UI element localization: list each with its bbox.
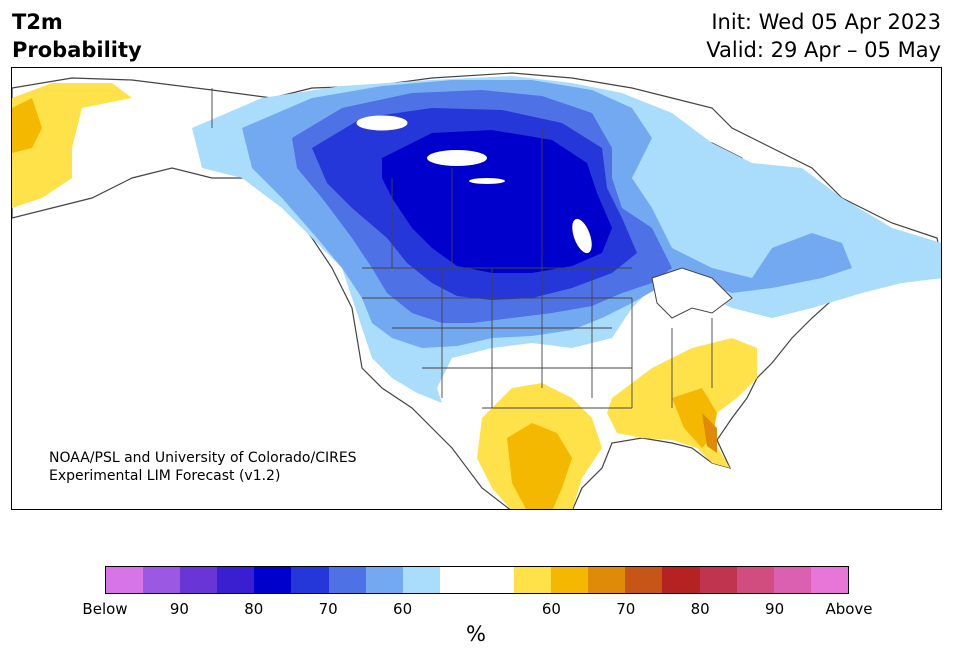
state-borders: [211, 88, 713, 409]
init-date: Init: Wed 05 Apr 2023: [711, 10, 941, 34]
colorbar-cell: [402, 567, 440, 593]
colorbar-tick-label: 60: [393, 600, 413, 618]
colorbar-cell: [773, 567, 811, 593]
colorbar-cell: [476, 567, 515, 593]
colorbar-cell: [328, 567, 366, 593]
colorbar-tick-label: 90: [169, 600, 189, 618]
lake-athabasca: [469, 178, 505, 184]
colorbar-cell: [736, 567, 774, 593]
colorbar-tick-label: 70: [616, 600, 636, 618]
great-bear-lake: [356, 115, 408, 131]
colorbar-cell: [699, 567, 737, 593]
colorbar-cell: [439, 567, 477, 593]
great-lakes: [651, 267, 733, 319]
credit-line-1: NOAA/PSL and University of Colorado/CIRE…: [49, 450, 357, 466]
colorbar-tick-label: 70: [318, 600, 338, 618]
great-slave-lake: [427, 150, 487, 166]
colorbar-cell: [662, 567, 700, 593]
lake-winnipeg: [572, 218, 592, 254]
colorbar-cell: [143, 567, 181, 593]
variable-label: T2m: [12, 10, 63, 34]
colorbar-cell: [551, 567, 589, 593]
colorbar-cell: [365, 567, 403, 593]
colorbar-unit: %: [466, 622, 486, 646]
shade-above-60-mx: [507, 423, 572, 509]
colorbar-cell: [291, 567, 329, 593]
shade-above-70-fl: [702, 413, 717, 453]
valid-range: Valid: 29 Apr – 05 May: [706, 38, 941, 62]
colorbar-cell: [810, 567, 848, 593]
shade-above-alaska: [12, 83, 132, 208]
map-svg: [12, 68, 941, 509]
product-label: Probability: [12, 38, 142, 62]
shade-above-alaska-dark: [12, 98, 42, 153]
colorbar-cell: [180, 567, 218, 593]
colorbar-tick-label: Below: [82, 600, 128, 618]
colorbar-tick-label: Above: [825, 600, 873, 618]
colorbar-tick-label: 80: [690, 600, 710, 618]
colorbar-cell: [106, 567, 144, 593]
shade-below-90: [382, 130, 612, 273]
forecast-map: [11, 67, 942, 510]
colorbar-cell: [254, 567, 292, 593]
colorbar-cell: [514, 567, 552, 593]
credit-text: NOAA/PSL and University of Colorado/CIRE…: [49, 449, 357, 485]
colorbar-tick-label: 90: [765, 600, 785, 618]
date-info: Init: Wed 05 Apr 2023 Valid: 29 Apr – 05…: [706, 8, 941, 64]
colorbar-cell: [625, 567, 663, 593]
chart-title: T2m Probability: [12, 8, 142, 64]
colorbar-tick-label: 80: [244, 600, 264, 618]
colorbar: [105, 566, 849, 594]
colorbar-tick-label: 60: [541, 600, 561, 618]
credit-line-2: Experimental LIM Forecast (v1.2): [49, 468, 281, 484]
colorbar-cell: [217, 567, 255, 593]
colorbar-cell: [588, 567, 626, 593]
